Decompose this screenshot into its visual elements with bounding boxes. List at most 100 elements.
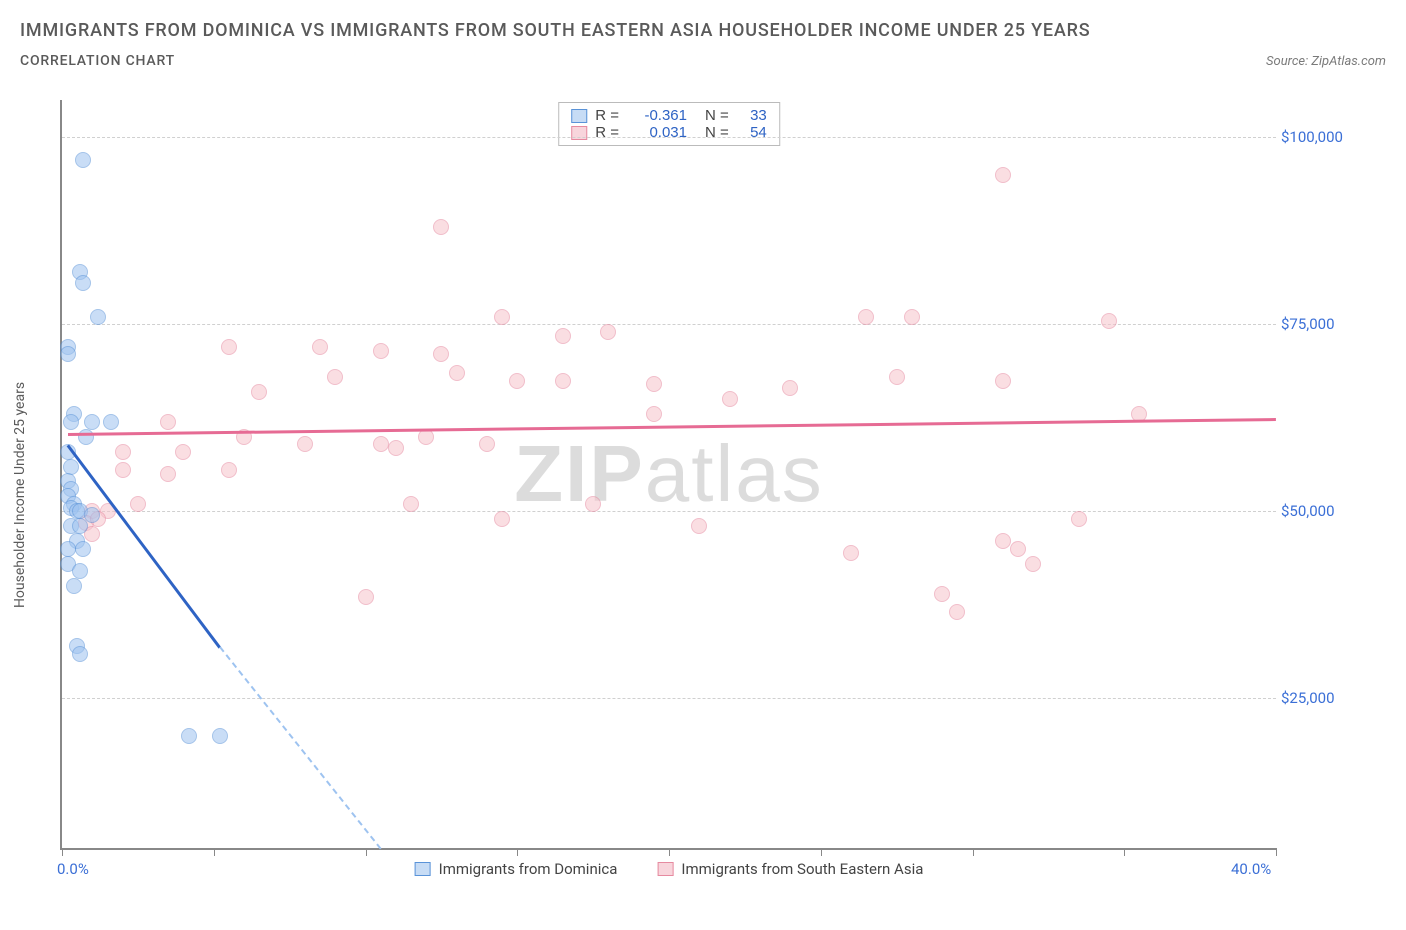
scatter-point-b xyxy=(373,436,389,452)
x-tick xyxy=(214,848,215,856)
legend-swatch xyxy=(415,862,431,876)
scatter-point-b xyxy=(722,391,738,407)
scatter-point-b xyxy=(160,466,176,482)
stats-legend-row: R = 0.031N =54 xyxy=(571,124,767,141)
scatter-point-b xyxy=(312,339,328,355)
source-attribution: Source: ZipAtlas.com xyxy=(1266,54,1386,69)
legend-label: Immigrants from Dominica xyxy=(439,860,618,878)
scatter-point-a xyxy=(60,346,76,362)
scatter-point-a xyxy=(75,152,91,168)
scatter-point-b xyxy=(1101,313,1117,329)
scatter-point-b xyxy=(175,444,191,460)
legend-item: Immigrants from Dominica xyxy=(415,860,618,878)
x-tick xyxy=(1124,848,1125,856)
scatter-point-b xyxy=(934,586,950,602)
scatter-point-b xyxy=(555,328,571,344)
legend-swatch xyxy=(657,862,673,876)
scatter-point-b xyxy=(995,533,1011,549)
scatter-point-b xyxy=(115,444,131,460)
stat-r-value: -0.361 xyxy=(627,107,687,124)
chart-subtitle: CORRELATION CHART xyxy=(20,53,175,69)
scatter-point-b xyxy=(691,518,707,534)
scatter-point-a xyxy=(75,541,91,557)
stat-r-label: R = xyxy=(595,107,619,124)
scatter-point-a xyxy=(66,578,82,594)
y-tick-label: $100,000 xyxy=(1281,128,1381,146)
scatter-point-a xyxy=(212,728,228,744)
scatter-point-b xyxy=(373,343,389,359)
stat-n-label: N = xyxy=(705,107,729,124)
scatter-point-b xyxy=(433,346,449,362)
stat-r-label: R = xyxy=(595,124,619,141)
scatter-point-b xyxy=(115,462,131,478)
y-tick-label: $50,000 xyxy=(1281,502,1381,520)
scatter-point-b xyxy=(889,369,905,385)
scatter-point-b xyxy=(949,604,965,620)
scatter-point-a xyxy=(72,518,88,534)
stats-legend: R = -0.361 N = 33R = 0.031N =54 xyxy=(558,102,780,146)
chart-container: Householder Income Under 25 years ZIPatl… xyxy=(20,100,1386,890)
x-tick xyxy=(1276,848,1277,856)
plot-area: ZIPatlas R =-0.361N =33R = 0.031N =54 Im… xyxy=(60,100,1276,850)
gridline xyxy=(62,511,1276,512)
scatter-point-b xyxy=(843,545,859,561)
scatter-point-b xyxy=(600,324,616,340)
scatter-point-a xyxy=(181,728,197,744)
scatter-point-b xyxy=(403,496,419,512)
scatter-point-b xyxy=(251,384,267,400)
scatter-point-b xyxy=(1010,541,1026,557)
scatter-point-b xyxy=(297,436,313,452)
scatter-point-b xyxy=(160,414,176,430)
gridline xyxy=(62,698,1276,699)
scatter-point-a xyxy=(60,541,76,557)
scatter-point-b xyxy=(585,496,601,512)
x-tick xyxy=(366,848,367,856)
scatter-point-b xyxy=(1071,511,1087,527)
scatter-point-a xyxy=(103,414,119,430)
scatter-point-b xyxy=(494,309,510,325)
scatter-point-b xyxy=(479,436,495,452)
chart-title: IMMIGRANTS FROM DOMINICA VS IMMIGRANTS F… xyxy=(20,20,1386,41)
y-tick-label: $75,000 xyxy=(1281,315,1381,333)
scatter-point-a xyxy=(63,414,79,430)
scatter-point-a xyxy=(78,429,94,445)
gridline xyxy=(62,324,1276,325)
stats-legend-row: R = -0.361 N = 33 xyxy=(571,107,767,124)
scatter-point-b xyxy=(646,406,662,422)
scatter-point-b xyxy=(646,376,662,392)
scatter-point-a xyxy=(90,309,106,325)
scatter-point-a xyxy=(84,414,100,430)
x-tick-label: 40.0% xyxy=(1231,860,1271,878)
scatter-point-b xyxy=(509,373,525,389)
gridline xyxy=(62,137,1276,138)
scatter-point-b xyxy=(449,365,465,381)
scatter-point-b xyxy=(995,373,1011,389)
scatter-point-b xyxy=(358,589,374,605)
scatter-point-b xyxy=(904,309,920,325)
legend-swatch xyxy=(571,109,587,123)
y-tick-label: $25,000 xyxy=(1281,689,1381,707)
scatter-point-b xyxy=(388,440,404,456)
legend-label: Immigrants from South Eastern Asia xyxy=(681,860,923,878)
series-legend: Immigrants from Dominica Immigrants from … xyxy=(415,860,924,878)
scatter-point-a xyxy=(63,459,79,475)
scatter-point-a xyxy=(72,646,88,662)
scatter-point-b xyxy=(433,219,449,235)
scatter-point-a xyxy=(75,275,91,291)
scatter-point-b xyxy=(995,167,1011,183)
stat-n-value: 54 xyxy=(737,124,767,141)
scatter-point-a xyxy=(84,507,100,523)
y-axis-label: Householder Income Under 25 years xyxy=(12,382,28,608)
x-tick xyxy=(517,848,518,856)
scatter-point-a xyxy=(72,563,88,579)
scatter-point-b xyxy=(130,496,146,512)
scatter-point-b xyxy=(494,511,510,527)
stat-n-value: 33 xyxy=(737,107,767,124)
x-tick xyxy=(669,848,670,856)
legend-item: Immigrants from South Eastern Asia xyxy=(657,860,923,878)
scatter-point-b xyxy=(858,309,874,325)
trendline-b xyxy=(68,418,1276,435)
scatter-point-b xyxy=(221,339,237,355)
scatter-point-b xyxy=(221,462,237,478)
x-tick xyxy=(973,848,974,856)
